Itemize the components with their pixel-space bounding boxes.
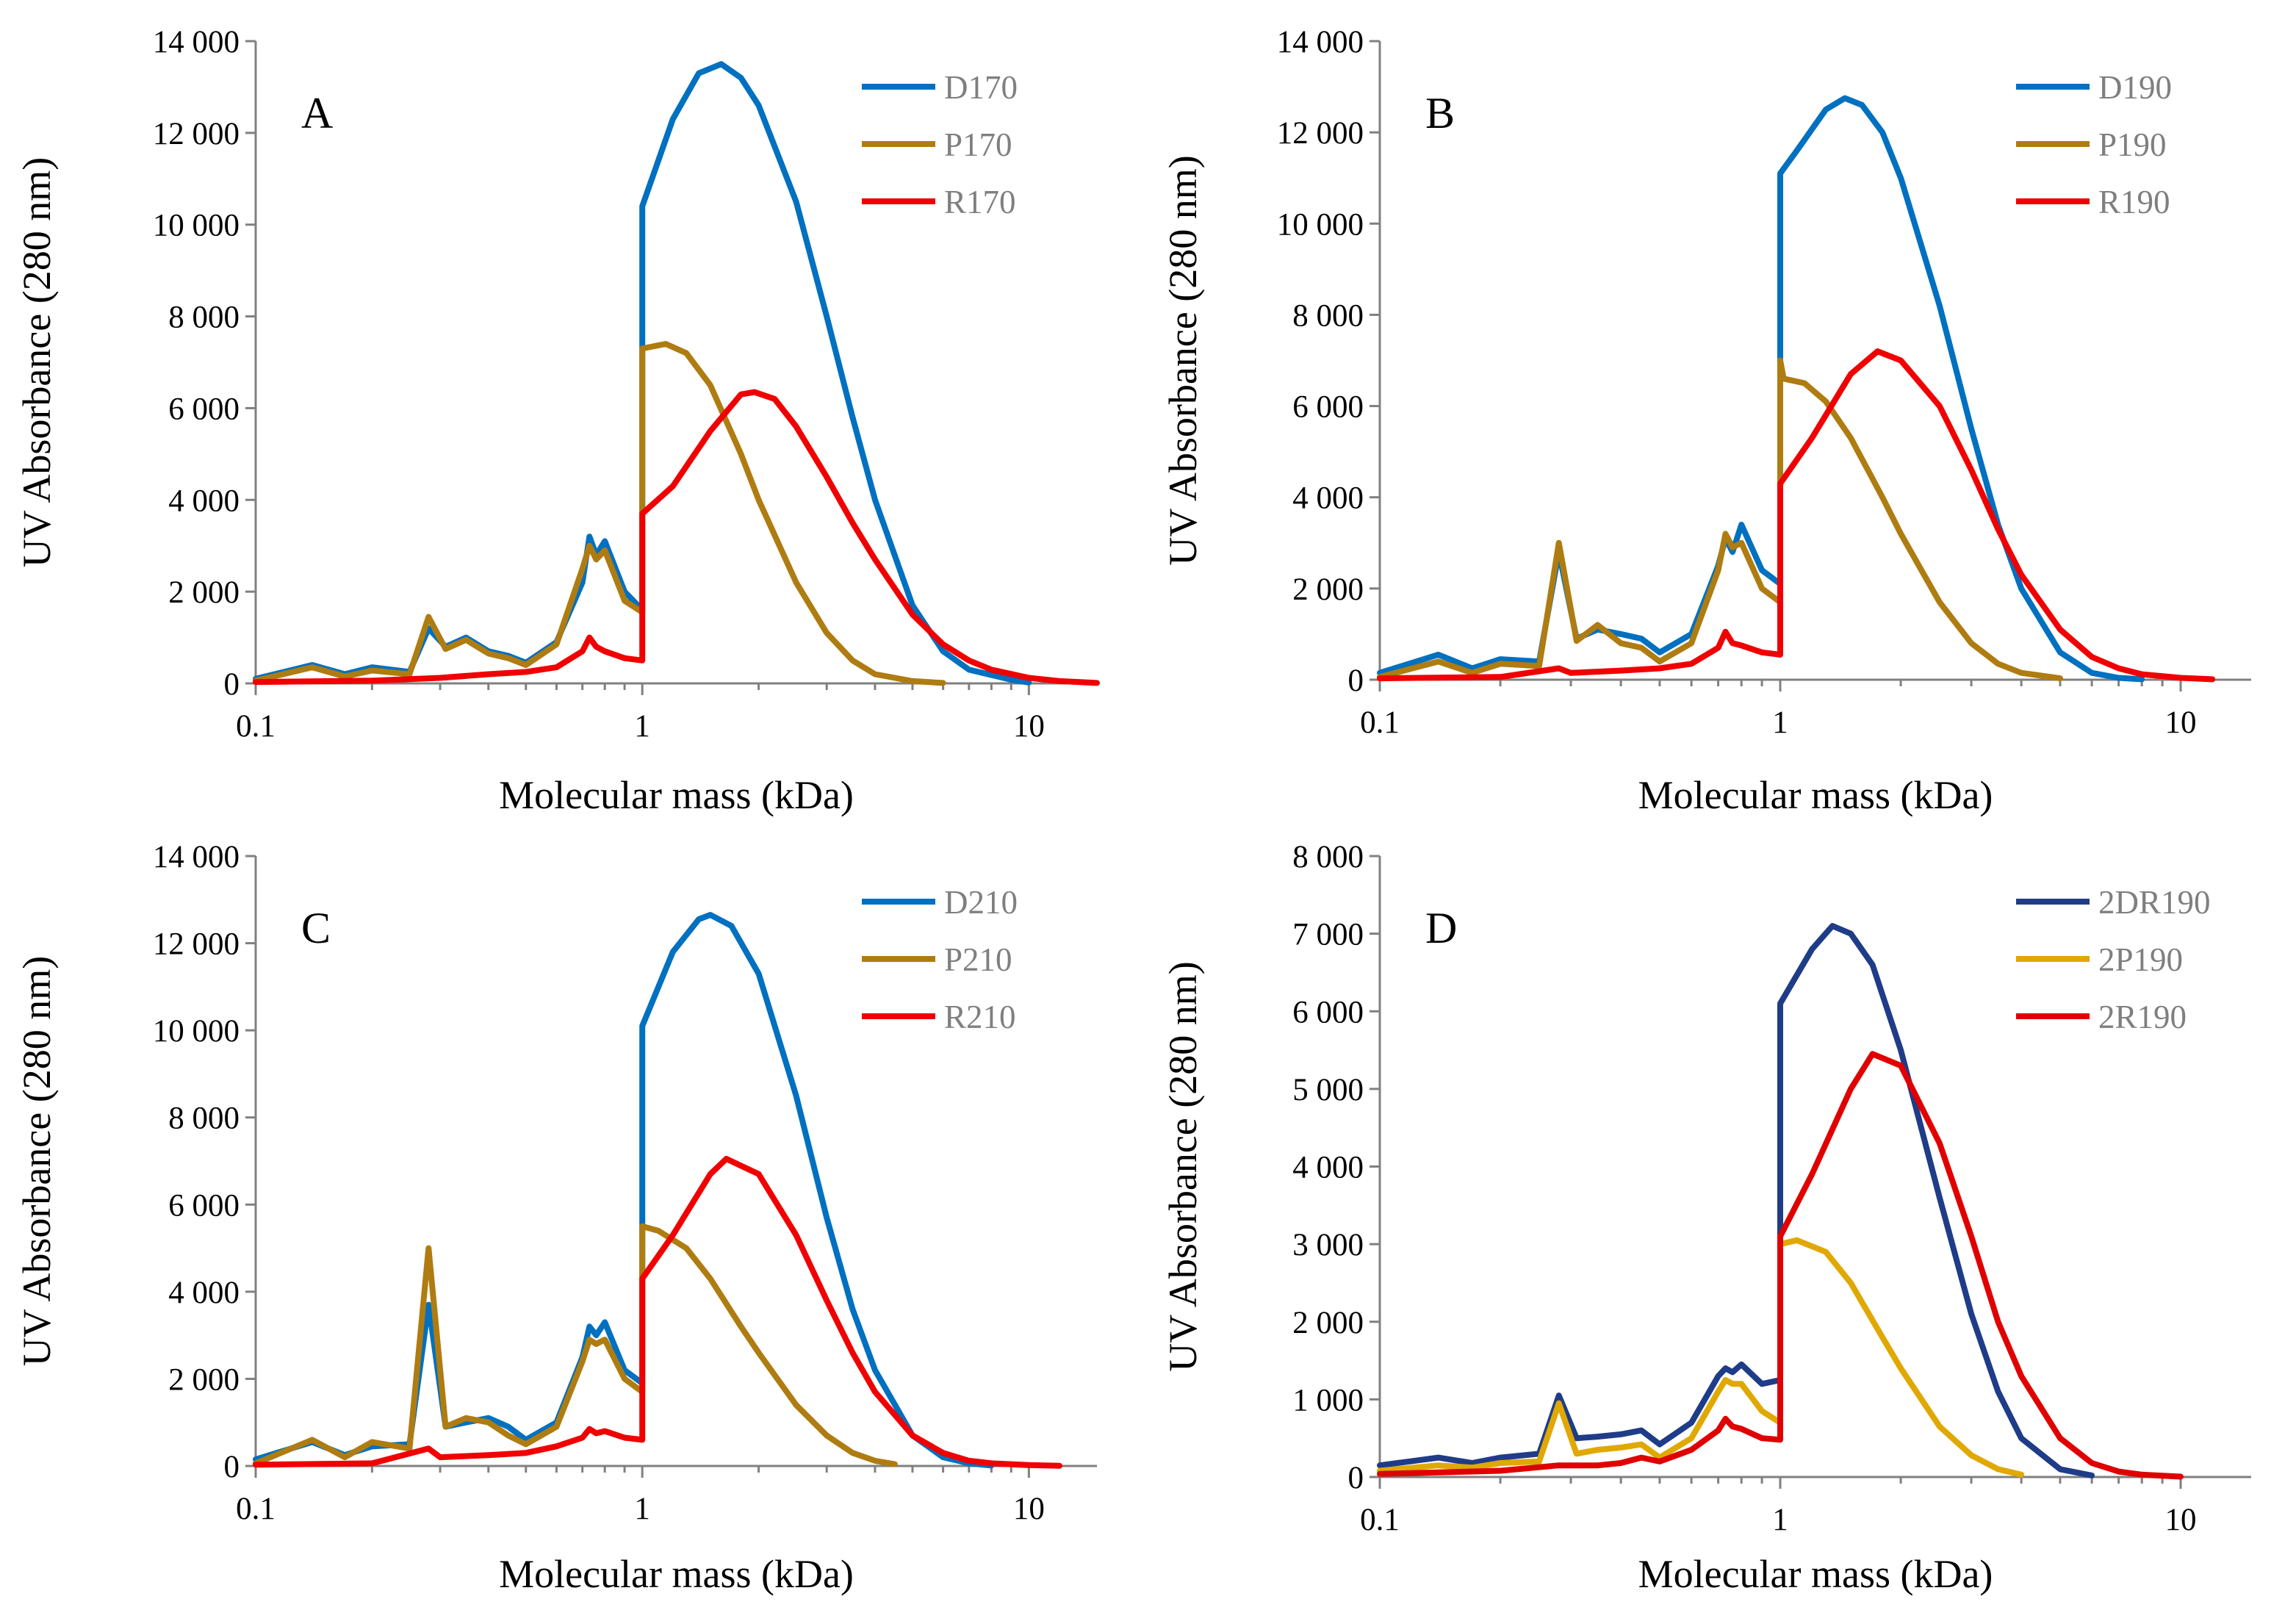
y-tick-label: 6 000 (168, 1188, 240, 1223)
chart-panel-c: 0 2 000 4 000 6 000 8 000 10 000 12 000 14 000 0… (15, 840, 1097, 1596)
x-tick-label: 0.1 (236, 1492, 276, 1526)
y-tick-label: 6 000 (1292, 995, 1364, 1029)
legend-label-2p190: 2P190 (2098, 941, 2183, 978)
y-tick-label: 0 (224, 1450, 240, 1484)
y-tick-label: 12 000 (1277, 116, 1364, 151)
legend-label-r190: R190 (2098, 184, 2170, 220)
series-line-r190 (1377, 348, 2216, 683)
chart-panel-a: 0 2 000 4 000 6 000 8 000 10 000 12 000 14 000 0… (15, 25, 1100, 817)
y-tick-label: 4 000 (1292, 1151, 1364, 1185)
y-tick-label: 8 000 (1292, 840, 1364, 874)
y-axis-label: UV Absorbance (280 nm) (15, 956, 59, 1366)
series-line-r170 (253, 389, 1100, 686)
y-tick-label: 0 (1348, 1461, 1364, 1495)
x-tick-label: 1 (1772, 1503, 1788, 1537)
x-axis-label: Molecular mass (kDa) (1638, 1552, 1993, 1596)
y-tick-label: 6 000 (168, 392, 240, 426)
y-tick-label: 2 000 (1292, 572, 1364, 607)
y-tick-label: 2 000 (1292, 1306, 1364, 1340)
y-tick-label: 10 000 (1277, 207, 1364, 242)
series-line-2dr190 (1377, 923, 2095, 1478)
series-line-2p190 (1377, 1237, 2025, 1478)
y-tick-label: 4 000 (168, 484, 240, 518)
y-tick-label: 4 000 (1292, 481, 1364, 516)
chart-panel-b: 0 2 000 4 000 6 000 8 000 10 000 12 000 14 000 0… (1161, 25, 2251, 817)
y-axis-label: UV Absorbance (280 nm) (1161, 155, 1205, 565)
y-axis-label: UV Absorbance (280 nm) (1161, 961, 1205, 1371)
y-tick-label: 14 000 (153, 25, 240, 60)
panel-letter: B (1425, 89, 1455, 137)
x-axis-label: Molecular mass (kDa) (1638, 773, 1993, 817)
legend-label-2dr190: 2DR190 (2098, 884, 2211, 921)
series-line-d190 (1377, 95, 2145, 683)
panel-letter: D (1425, 904, 1457, 952)
y-tick-label: 1 000 (1292, 1383, 1364, 1417)
legend-label-d210: D210 (944, 884, 1018, 921)
legend-label-d170: D170 (944, 69, 1018, 106)
x-axis-label: Molecular mass (kDa) (499, 1552, 854, 1596)
legend-label-p190: P190 (2098, 126, 2167, 163)
y-tick-label: 0 (1348, 664, 1364, 698)
y-tick-label: 14 000 (153, 840, 240, 874)
y-tick-label: 4 000 (168, 1276, 240, 1310)
x-tick-label: 1 (1772, 705, 1788, 740)
x-tick-label: 1 (634, 1492, 650, 1526)
y-tick-label: 2 000 (168, 1362, 240, 1397)
y-tick-label: 2 000 (168, 575, 240, 610)
y-axis-label: UV Absorbance (280 nm) (15, 157, 59, 567)
series-line-d210 (253, 912, 995, 1469)
x-tick-label: 0.1 (1360, 1503, 1400, 1537)
y-tick-label: 8 000 (168, 1102, 240, 1136)
legend-label-p210: P210 (944, 941, 1012, 978)
x-tick-label: 10 (2165, 1503, 2197, 1537)
y-tick-label: 7 000 (1292, 918, 1364, 952)
chart-panel-d: 0 1 000 2 000 3 000 4 000 5 000 6 000 7 000 8 00… (1161, 840, 2251, 1596)
y-tick-label: 8 000 (1292, 298, 1364, 333)
y-tick-label: 14 000 (1277, 25, 1364, 60)
x-tick-label: 10 (1013, 1492, 1045, 1526)
series-line-d170 (253, 61, 1032, 686)
x-tick-label: 0.1 (1360, 705, 1400, 740)
x-tick-label: 10 (1013, 709, 1045, 744)
x-axis-label: Molecular mass (kDa) (499, 773, 854, 817)
series-line-2r190 (1377, 1051, 2184, 1480)
y-tick-label: 0 (224, 667, 240, 702)
panel-letter: A (301, 89, 333, 137)
legend-label-2r190: 2R190 (2098, 999, 2187, 1035)
y-tick-label: 3 000 (1292, 1228, 1364, 1262)
y-tick-label: 12 000 (153, 117, 240, 151)
y-tick-label: 6 000 (1292, 390, 1364, 425)
legend-label-r210: R210 (944, 999, 1016, 1035)
series-line-p190 (1377, 357, 2063, 682)
x-tick-label: 0.1 (236, 709, 276, 744)
y-tick-label: 5 000 (1292, 1073, 1364, 1107)
panel-letter: C (301, 904, 331, 952)
series-line-p170 (253, 341, 946, 686)
y-tick-label: 10 000 (153, 209, 240, 243)
series-line-r210 (253, 1156, 1062, 1469)
series-line-p210 (253, 1223, 898, 1467)
legend-label-r170: R170 (944, 184, 1016, 220)
x-tick-label: 1 (634, 709, 650, 744)
y-tick-label: 8 000 (168, 301, 240, 335)
legend-label-p170: P170 (944, 126, 1012, 163)
legend-label-d190: D190 (2098, 69, 2172, 106)
x-tick-label: 10 (2165, 705, 2197, 740)
y-tick-label: 10 000 (153, 1014, 240, 1049)
y-tick-label: 12 000 (153, 927, 240, 962)
